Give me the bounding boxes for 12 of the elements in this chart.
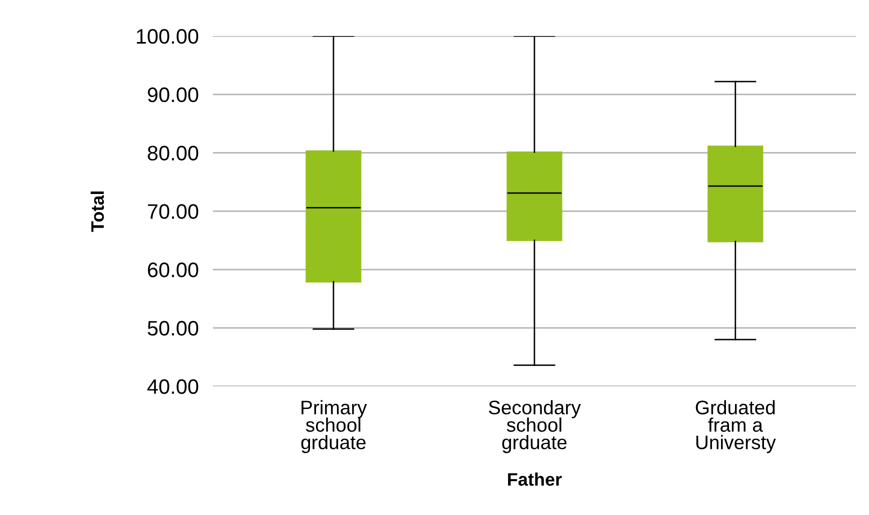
x-tick-label: Primary school grduate bbox=[301, 400, 367, 454]
y-tick-label: 80.00 bbox=[148, 146, 198, 161]
y-tick-label: 50.00 bbox=[148, 320, 198, 336]
y-tick-label: 40.00 bbox=[147, 379, 198, 394]
x-axis-title: Father bbox=[508, 472, 562, 486]
y-axis-title: Total bbox=[90, 192, 104, 232]
y-tick-label: 60.00 bbox=[148, 262, 198, 278]
x-tick-label: Secondary school grduate bbox=[488, 400, 581, 454]
y-tick-label: 90.00 bbox=[148, 87, 198, 102]
x-tick-label: Grduated fram a Universty bbox=[696, 400, 776, 454]
y-tick-label: 70.00 bbox=[148, 204, 198, 219]
y-tick-label: 100.00 bbox=[136, 29, 198, 44]
